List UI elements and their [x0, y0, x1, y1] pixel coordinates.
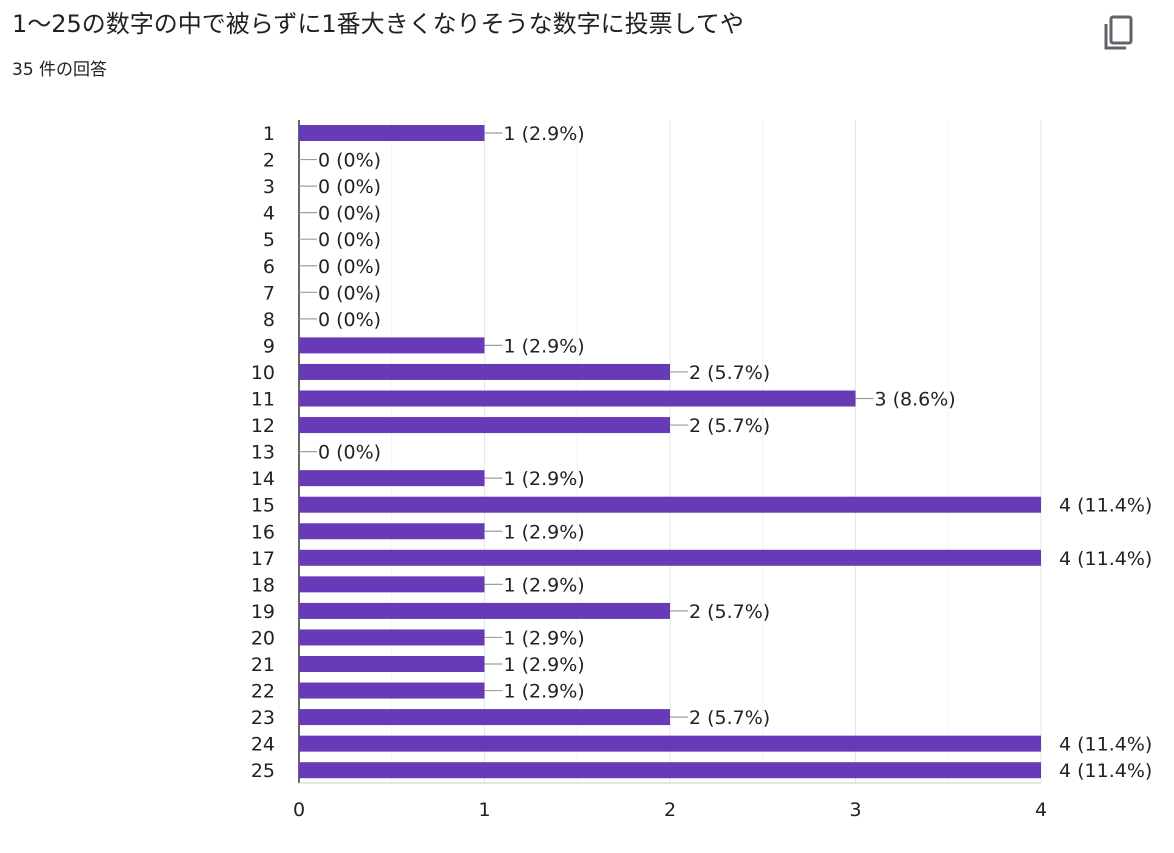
copy-icon: [1104, 15, 1133, 50]
category-label: 12: [251, 415, 275, 437]
x-tick-label: 2: [664, 799, 676, 821]
data-label: 4 (11.4%): [1059, 548, 1152, 570]
data-label: 2 (5.7%): [689, 362, 770, 384]
bar: [299, 125, 485, 141]
category-label: 2: [263, 150, 275, 172]
x-tick-label: 4: [1035, 799, 1047, 821]
category-label: 22: [251, 681, 275, 703]
category-label: 10: [251, 362, 275, 384]
bar: [299, 549, 1041, 566]
bar: [299, 390, 856, 407]
category-label: 23: [251, 707, 275, 729]
bar: [299, 709, 670, 726]
x-tick-label: 3: [849, 799, 861, 821]
bar: [299, 470, 485, 487]
bar: [299, 337, 485, 354]
bar: [299, 417, 670, 434]
category-label: 24: [251, 734, 275, 756]
data-label: 0 (0%): [318, 256, 381, 278]
category-label: 13: [251, 442, 275, 464]
data-label: 4 (11.4%): [1059, 760, 1152, 782]
category-label: 3: [263, 176, 275, 198]
data-label: 1 (2.9%): [504, 681, 585, 703]
data-label: 0 (0%): [318, 229, 381, 251]
data-label: 0 (0%): [318, 203, 381, 225]
category-label: 5: [263, 229, 275, 251]
chart-title: 1〜25の数字の中で被らずに1番大きくなりそうな数字に投票してや: [12, 10, 744, 38]
category-label: 15: [251, 495, 275, 517]
category-label: 21: [251, 654, 275, 676]
category-label: 18: [251, 574, 275, 596]
data-label: 2 (5.7%): [689, 601, 770, 623]
bar: [299, 682, 485, 699]
data-label: 1 (2.9%): [504, 627, 585, 649]
bar: [299, 629, 485, 646]
data-label: 3 (8.6%): [875, 389, 956, 411]
data-label: 1 (2.9%): [504, 335, 585, 357]
category-label: 6: [263, 256, 275, 278]
x-tick-label: 1: [478, 799, 490, 821]
data-label: 0 (0%): [318, 442, 381, 464]
category-label: 8: [263, 309, 275, 331]
bar: [299, 523, 485, 540]
data-label: 0 (0%): [318, 150, 381, 172]
category-label: 9: [263, 335, 275, 357]
bar: [299, 363, 670, 380]
data-label: 1 (2.9%): [504, 654, 585, 676]
data-label: 2 (5.7%): [689, 707, 770, 729]
bar: [299, 576, 485, 593]
data-label: 1 (2.9%): [504, 468, 585, 490]
category-label: 16: [251, 521, 275, 543]
category-label: 19: [251, 601, 275, 623]
bar: [299, 735, 1041, 752]
x-tick-label: 0: [293, 799, 305, 821]
data-label: 0 (0%): [318, 282, 381, 304]
category-label: 20: [251, 627, 275, 649]
data-label: 4 (11.4%): [1059, 495, 1152, 517]
data-label: 2 (5.7%): [689, 415, 770, 437]
data-label: 0 (0%): [318, 309, 381, 331]
category-label: 17: [251, 548, 275, 570]
response-count: 35 件の回答: [12, 60, 108, 80]
bar: [299, 602, 670, 619]
category-label: 25: [251, 760, 275, 782]
category-label: 11: [251, 389, 275, 411]
bar: [299, 656, 485, 672]
data-label: 4 (11.4%): [1059, 734, 1152, 756]
category-label: 14: [251, 468, 275, 490]
data-label: 1 (2.9%): [504, 123, 585, 145]
category-label: 1: [263, 123, 275, 145]
data-label: 0 (0%): [318, 176, 381, 198]
copy-chart-button[interactable]: [1098, 12, 1138, 52]
data-label: 1 (2.9%): [504, 521, 585, 543]
bar: [299, 762, 1041, 779]
data-label: 1 (2.9%): [504, 574, 585, 596]
category-label: 7: [263, 282, 275, 304]
category-label: 4: [263, 203, 275, 225]
bar: [299, 496, 1041, 513]
